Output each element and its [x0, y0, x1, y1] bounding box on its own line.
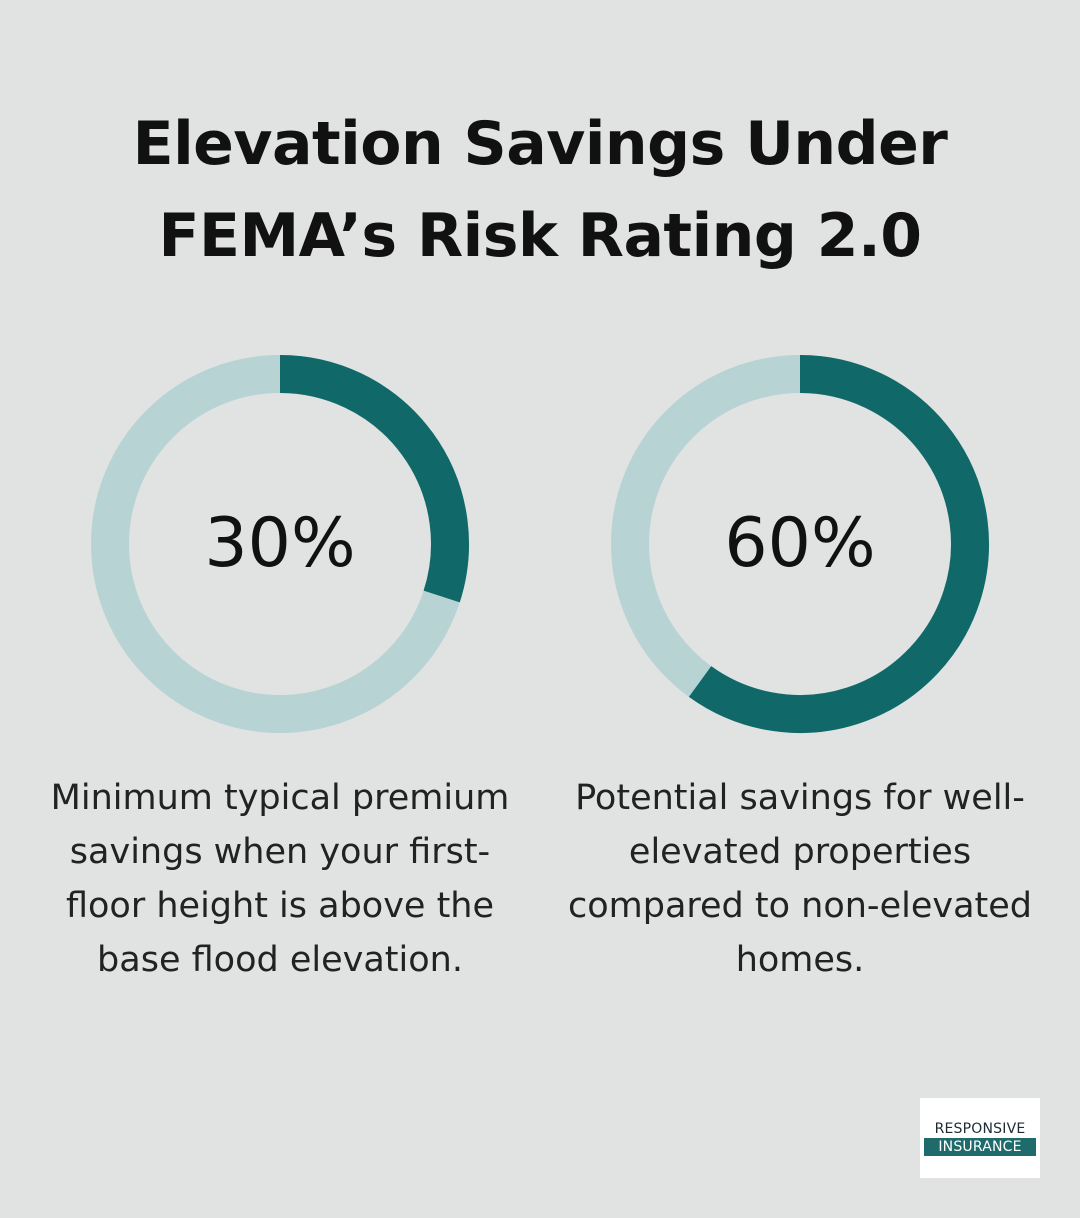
description-potential-savings: Potential savings for well-elevated prop… [567, 778, 1032, 980]
donut-value-label: 30% [204, 504, 356, 583]
donut-svg [91, 355, 469, 733]
description-minimum-savings: Minimum typical premium savings when you… [50, 778, 510, 980]
logo-line-insurance: INSURANCE [924, 1138, 1036, 1156]
chart-title: Elevation Savings Under FEMA’s Risk Rati… [132, 109, 948, 271]
donut-value-label: 60% [724, 504, 876, 583]
donut-chart-potential-savings: 60% [610, 354, 990, 734]
responsive-insurance-logo: RESPONSIVE INSURANCE [920, 1098, 1040, 1178]
donut-svg [611, 355, 989, 733]
logo-line-responsive: RESPONSIVE [934, 1121, 1026, 1137]
donut-value-arc [688, 355, 989, 733]
donut-value-arc [279, 355, 469, 603]
donut-chart-minimum-savings: 30% [90, 354, 470, 734]
